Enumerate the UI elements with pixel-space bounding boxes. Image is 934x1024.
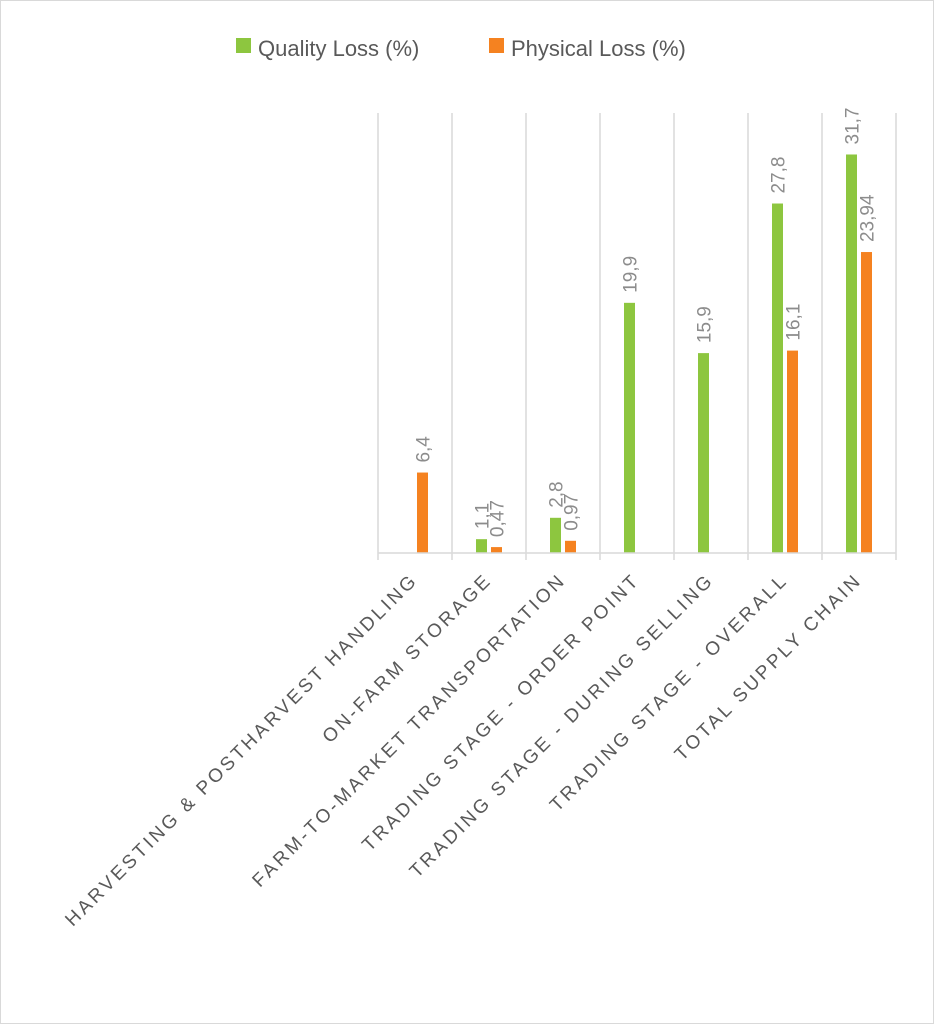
legend-swatch-physical [489,38,504,53]
data-label: 0,47 [488,500,509,537]
bar-physical [491,547,502,553]
bar-quality [624,302,635,553]
data-labels: 1,1 2,8 19,9 15,9 27,8 31,7 6,4 0,47 0,97 16,1 23,… [414,108,879,538]
bar-quality [698,353,709,553]
bar-quality [772,203,783,553]
legend: Quality Loss (%) Physical Loss (%) [236,36,686,61]
category-labels: HARVESTING & POSTHARVEST HANDLINGON-FARM… [61,570,866,931]
data-label: 31,7 [843,108,864,145]
gridlines [377,113,897,560]
data-label: 19,9 [621,256,642,293]
bar-quality [550,517,561,553]
data-label: 2,8 [547,481,568,507]
bar-quality [846,154,857,553]
legend-label-physical: Physical Loss (%) [511,36,686,61]
bar-physical [565,540,576,553]
bar-quality [476,539,487,553]
category-label: HARVESTING & POSTHARVEST HANDLING [61,570,422,931]
legend-label-quality: Quality Loss (%) [258,36,419,61]
bars [417,154,872,554]
bar-physical [861,252,872,554]
data-label: 27,8 [769,157,790,194]
data-label: 1,1 [473,503,494,529]
data-label: 0,97 [562,494,583,531]
category-label: TRADING STAGE - ORDER POINT [358,570,644,856]
bar-physical [787,350,798,553]
data-label: 23,94 [858,194,879,242]
bar-physical [417,472,428,553]
legend-swatch-quality [236,38,251,53]
category-label: FARM-TO-MARKET TRANSPORTATION [249,570,571,892]
data-label: 16,1 [784,304,805,341]
data-label: 6,4 [414,436,435,463]
data-label: 15,9 [695,306,716,343]
